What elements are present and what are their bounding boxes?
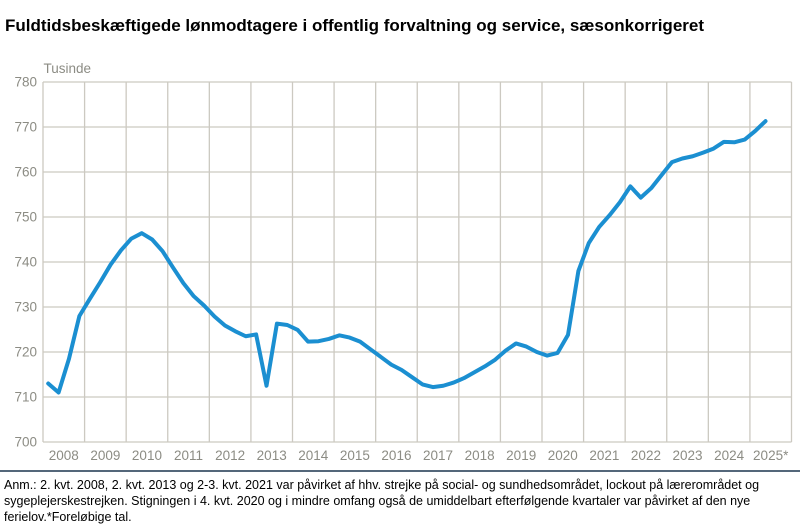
x-axis-tick-label: 2022 [631, 448, 661, 463]
footnote-divider: Anm.: 2. kvt. 2008, 2. kvt. 2013 og 2-3.… [0, 470, 800, 525]
x-axis-tick-label: 2011 [174, 448, 203, 463]
x-axis-tick-label: 2013 [257, 448, 287, 463]
x-axis-labels: 2008 2009 2010 2011 2012 2013 2014 2015 2016 2017… [49, 448, 789, 463]
x-axis-tick-label: 2008 [49, 448, 79, 463]
y-axis-tick-label: 720 [14, 345, 37, 360]
chart-footnote: Anm.: 2. kvt. 2008, 2. kvt. 2013 og 2-3.… [4, 478, 760, 524]
x-axis-tick-label: 2014 [298, 448, 329, 463]
x-axis-tick-label: 2023 [673, 448, 703, 463]
x-axis-tick-label: 2010 [132, 448, 162, 463]
x-axis-tick-label: 2021 [589, 448, 619, 463]
x-axis-tick-label: 2009 [90, 448, 120, 463]
x-axis-tick-label: 2012 [215, 448, 245, 463]
page-title: Fuldtidsbeskæftigede lønmodtagere i offe… [5, 16, 705, 36]
y-axis-tick-label: 770 [14, 120, 37, 135]
x-axis-tick-label: 2020 [548, 448, 578, 463]
y-axis-tick-label: 780 [14, 75, 37, 90]
y-axis-unit-label: Tusinde [44, 61, 92, 76]
x-axis-tick-label: 2016 [381, 448, 411, 463]
x-axis-tick-label: 2024 [714, 448, 745, 463]
y-axis-tick-label: 700 [14, 435, 37, 450]
x-axis-tick-label: 2018 [465, 448, 495, 463]
employment-series-line [46, 119, 768, 395]
y-axis-tick-label: 760 [14, 165, 37, 180]
y-axis-tick-label: 710 [14, 390, 37, 405]
x-axis-tick-label: 2017 [423, 448, 453, 463]
x-axis-tick-label: 2025* [753, 448, 789, 463]
y-axis-tick-label: 740 [14, 255, 37, 270]
y-axis-labels: 700 710 720 730 740 750 760 770 780 [14, 75, 37, 450]
x-axis-tick-label: 2019 [506, 448, 536, 463]
chart-gridlines [42, 81, 793, 443]
y-axis-tick-label: 750 [14, 210, 37, 225]
y-axis-tick-label: 730 [14, 300, 37, 315]
x-axis-tick-label: 2015 [340, 448, 370, 463]
